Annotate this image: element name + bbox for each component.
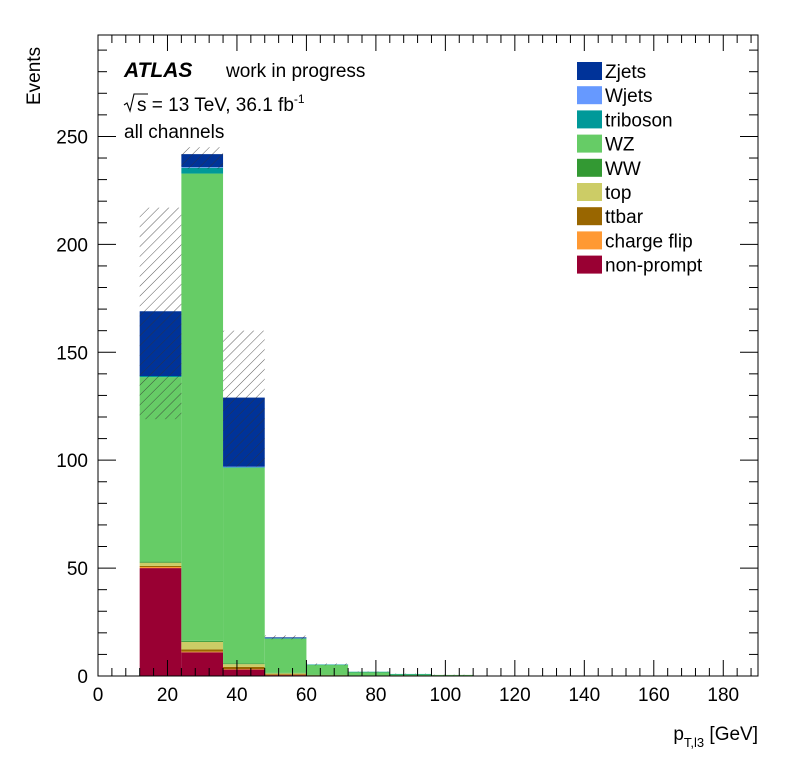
bar-top-bin-1 bbox=[181, 641, 224, 650]
legend: Zjets Wjets triboson WZ WW top ttbar charge fli… bbox=[577, 62, 703, 277]
legend-label-wz: WZ bbox=[605, 135, 635, 156]
channel-label: all channels bbox=[124, 122, 224, 143]
x-tick-label: 120 bbox=[499, 685, 531, 706]
bar-wjets-bin-2 bbox=[223, 466, 265, 468]
bar-triboson-bin-6 bbox=[389, 673, 432, 675]
uncertainty-bin-3 bbox=[264, 635, 307, 640]
x-tick-label: 40 bbox=[226, 685, 247, 706]
bar-non-prompt-bin-2 bbox=[223, 669, 265, 676]
legend-label-ww: WW bbox=[605, 159, 641, 180]
bar-charge-flip-bin-2 bbox=[223, 669, 265, 670]
bar-wz-bin-6 bbox=[389, 674, 432, 676]
x-tick-label: 20 bbox=[157, 685, 178, 706]
plot-frame bbox=[97, 34, 759, 677]
y-tick-label: 150 bbox=[56, 343, 88, 364]
bar-charge-flip-bin-1 bbox=[181, 651, 224, 653]
x-tick-label: 180 bbox=[707, 685, 739, 706]
legend-swatch-ttbar bbox=[577, 207, 602, 226]
energy-label-sup: -1 bbox=[294, 92, 305, 106]
bar-wz-bin-4 bbox=[306, 664, 349, 675]
bar-non-prompt-bin-3 bbox=[264, 674, 307, 676]
energy-label-text: = 13 TeV, 36.1 fb bbox=[147, 95, 294, 116]
bar-wz-bin-2 bbox=[223, 467, 265, 664]
x-tick-label: 100 bbox=[430, 685, 462, 706]
uncertainty-band bbox=[139, 147, 474, 676]
bar-ttbar-bin-3 bbox=[264, 674, 307, 675]
bar-wz-bin-5 bbox=[348, 671, 390, 676]
uncertainty-bin-0 bbox=[139, 207, 182, 420]
bar-triboson-bin-5 bbox=[348, 671, 390, 673]
energy-label-s: s bbox=[137, 95, 147, 116]
status-label: work in progress bbox=[225, 61, 365, 82]
bar-triboson-bin-2 bbox=[223, 467, 265, 468]
uncertainty-bin-5 bbox=[348, 671, 390, 672]
legend-swatch-wjets bbox=[577, 86, 602, 105]
sqrt-symbol bbox=[123, 93, 148, 113]
bar-charge-flip-bin-0 bbox=[139, 567, 182, 569]
y-tick-label: 0 bbox=[77, 667, 88, 688]
uncertainty-bin-4 bbox=[306, 663, 349, 666]
bar-ww-bin-1 bbox=[181, 640, 224, 642]
bar-top-bin-2 bbox=[223, 664, 265, 667]
y-tick-label: 200 bbox=[56, 235, 88, 256]
uncertainty-bin-2 bbox=[223, 330, 265, 467]
legend-label-non-prompt: non-prompt bbox=[605, 256, 703, 277]
histogram-bars bbox=[139, 154, 474, 677]
x-tick-label: 140 bbox=[568, 685, 600, 706]
x-axis-label-sub: T,l3 bbox=[684, 735, 704, 750]
uncertainty-bin-6 bbox=[389, 673, 432, 675]
legend-swatch-ww bbox=[577, 158, 602, 177]
y-tick-label: 250 bbox=[56, 127, 88, 148]
atlas-label: ATLAS bbox=[123, 59, 192, 82]
bar-wz-bin-1 bbox=[181, 173, 224, 641]
legend-swatch-wz bbox=[577, 134, 602, 153]
bar-non-prompt-bin-1 bbox=[181, 652, 224, 676]
x-tick-label: 60 bbox=[296, 685, 317, 706]
bar-top-bin-0 bbox=[139, 562, 182, 566]
bar-charge-flip-bin-3 bbox=[264, 674, 307, 676]
bar-ttbar-bin-2 bbox=[223, 666, 265, 670]
bar-ww-bin-0 bbox=[139, 561, 182, 563]
legend-swatch-zjets bbox=[577, 62, 602, 80]
bar-ttbar-bin-0 bbox=[139, 565, 182, 568]
y-tick-label: 100 bbox=[56, 451, 88, 472]
legend-label-charge-flip: charge flip bbox=[605, 231, 693, 252]
y-tick-labels: 0 50 100 150 200 250 bbox=[56, 127, 88, 688]
bar-ww-bin-2 bbox=[223, 663, 265, 665]
legend-swatch-charge-flip bbox=[577, 231, 602, 250]
bar-ww-bin-3 bbox=[264, 672, 307, 674]
bar-non-prompt-bin-0 bbox=[139, 568, 182, 676]
x-axis-label: pT,l3 [GeV] bbox=[673, 724, 758, 750]
y-tick-label: 50 bbox=[67, 559, 88, 580]
x-axis-label-unit: [GeV] bbox=[704, 724, 758, 745]
bar-wz-bin-3 bbox=[264, 638, 307, 673]
legend-label-triboson: triboson bbox=[605, 110, 673, 131]
legend-label-ttbar: ttbar bbox=[605, 207, 644, 228]
legend-label-wjets: Wjets bbox=[605, 86, 653, 107]
energy-label: s = 13 TeV, 36.1 fb-1 bbox=[137, 92, 305, 116]
legend-label-top: top bbox=[605, 183, 631, 204]
x-tick-label: 160 bbox=[638, 685, 670, 706]
x-tick-label: 80 bbox=[365, 685, 386, 706]
legend-label-zjets: Zjets bbox=[605, 62, 646, 83]
bar-ww-bin-4 bbox=[306, 674, 349, 676]
bar-triboson-bin-1 bbox=[181, 167, 224, 174]
legend-swatch-triboson bbox=[577, 110, 602, 129]
legend-swatch-non-prompt bbox=[577, 255, 602, 274]
uncertainty-bin-7 bbox=[431, 674, 474, 676]
x-axis-label-main: p bbox=[673, 724, 684, 745]
x-tick-label: 0 bbox=[93, 685, 104, 706]
bar-wz-bin-7 bbox=[431, 674, 474, 676]
y-axis-label: Events bbox=[24, 47, 45, 105]
uncertainty-bin-1 bbox=[181, 147, 224, 169]
axis-ticks bbox=[97, 35, 758, 677]
x-tick-labels: 0 20 40 60 80 100 120 140 160 180 bbox=[93, 685, 739, 706]
legend-swatch-top bbox=[577, 183, 602, 201]
bar-ttbar-bin-1 bbox=[181, 649, 224, 652]
bar-top-bin-3 bbox=[264, 673, 307, 675]
